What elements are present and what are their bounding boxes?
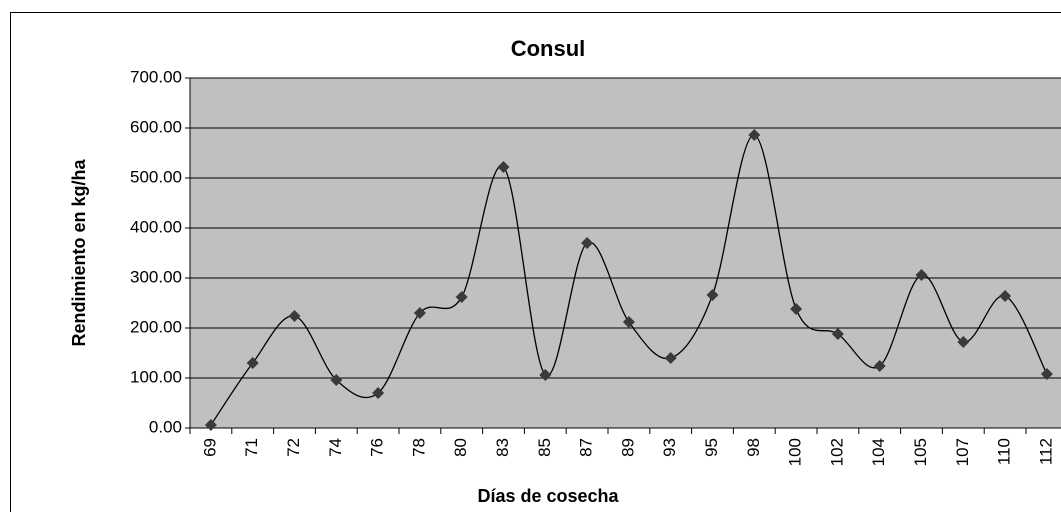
marker [1040,368,1053,380]
y-tick-label: 600.00 [130,117,182,136]
x-tick-label: 105 [911,438,930,466]
marker [455,291,468,303]
marker [957,336,970,348]
plot-area [189,77,1061,429]
marker [204,419,217,431]
marker [831,328,844,340]
x-tick-label: 69 [200,438,219,457]
y-tick-label: 0.00 [149,417,182,436]
x-tick-label: 85 [535,438,554,457]
x-tick-label: 102 [827,438,846,466]
marker [539,369,552,381]
x-tick-label: 93 [660,438,679,457]
marker [497,161,510,173]
marker [915,269,928,281]
chart-title: Consul [511,36,586,61]
x-tick-label: 87 [577,438,596,457]
marker [581,237,594,249]
marker [706,289,719,301]
marker [413,307,426,319]
line [210,134,1048,426]
x-tick-label: 83 [493,438,512,457]
y-tick-label: 500.00 [130,167,182,186]
x-tick-label: 76 [368,438,387,457]
y-tick-label: 700.00 [130,67,182,86]
marker [790,303,803,315]
x-tick-label: 71 [242,438,261,457]
marker [664,352,677,364]
marker [246,357,259,369]
x-tick-label: 78 [409,438,428,457]
x-tick-label: 80 [451,438,470,457]
x-tick-label: 95 [702,438,721,457]
marker [873,360,886,372]
marker [999,290,1012,302]
marker [288,310,301,322]
marker [330,374,343,386]
y-tick-label: 400.00 [130,217,182,236]
x-tick-label: 89 [618,438,637,457]
y-tick-label: 100.00 [130,367,182,386]
marker [372,387,385,399]
x-tick-label: 110 [995,438,1014,465]
x-tick-label: 107 [953,438,972,466]
x-tick-label: 98 [744,438,763,457]
y-tick-label: 200.00 [130,317,182,336]
marker [622,316,635,328]
marker [748,129,761,141]
y-tick-label: 300.00 [130,267,182,286]
x-tick-label: 104 [869,438,888,466]
x-axis-title: Días de cosecha [477,486,619,506]
y-axis-title: Rendimiento en kg/ha [69,159,89,347]
x-tick-label: 72 [284,438,303,457]
x-tick-label: 100 [786,438,805,466]
x-tick-label: 112 [1036,438,1055,465]
x-tick-label: 74 [326,438,345,457]
